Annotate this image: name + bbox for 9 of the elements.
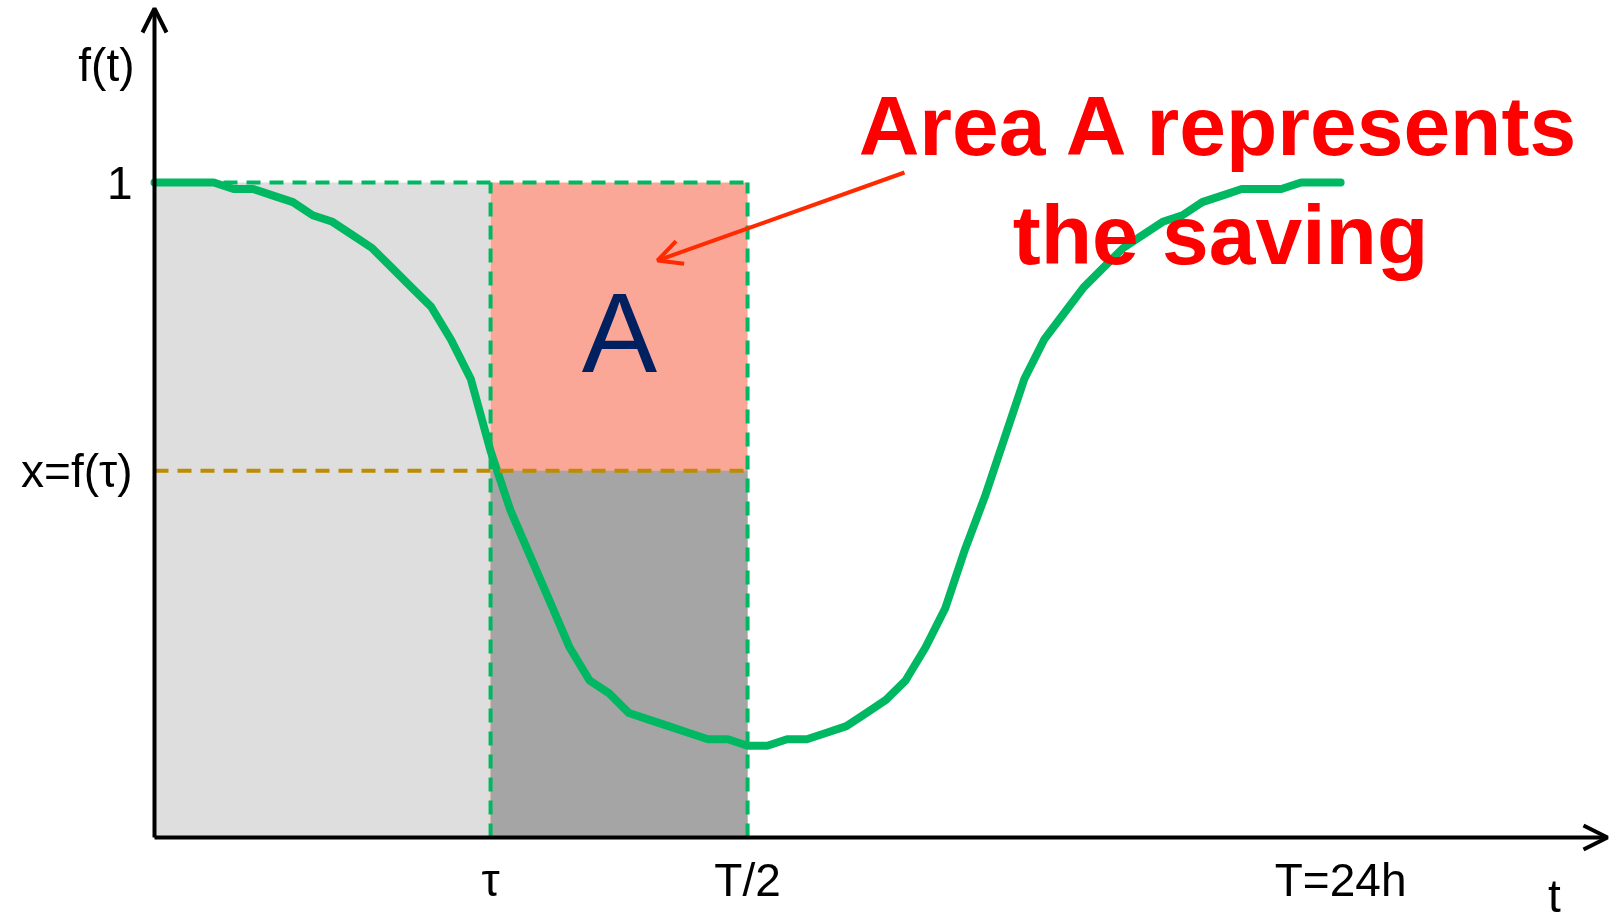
ref-line-label: x=f(τ) [21, 444, 133, 497]
x-tick-label: τ [481, 853, 500, 906]
y-axis-title: f(t) [78, 38, 135, 91]
x-tick-label: T=24h [1274, 853, 1407, 906]
x-axis-title: t [1548, 869, 1562, 919]
ref-line-label: 1 [106, 156, 133, 209]
x-tick-label: T/2 [714, 853, 781, 906]
annotation: A [581, 269, 658, 396]
annotation: Area A represents the saving [858, 78, 1577, 283]
